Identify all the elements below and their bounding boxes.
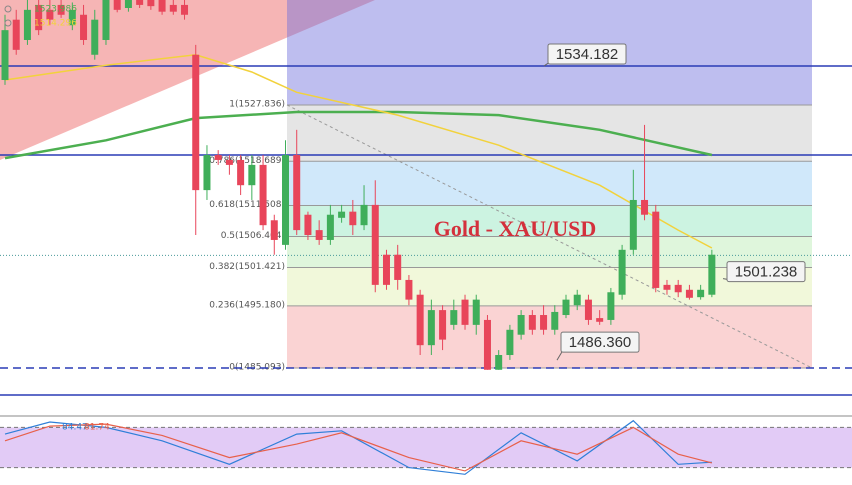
fib-trend [286,104,813,369]
fib-label: 0.5(1506.464) [221,231,285,241]
candle-body [203,155,211,191]
callout-label: 1501.238 [735,264,798,281]
legend-label: 1514.296 [34,19,77,29]
fib-label: 1(1527.836) [229,99,285,109]
fib-zone [287,305,812,368]
candle-body [528,315,536,330]
candle-body [663,284,671,290]
fib-zone [287,161,812,206]
candle-body [1,30,9,80]
callout-label: 1534.182 [556,46,619,63]
candle-body [315,230,323,240]
candle-body [91,19,99,55]
candle-body [304,214,312,236]
legend-label: 1523.986 [34,5,77,15]
candle-body [237,159,245,186]
legend: 1523.986 1514.296 [4,5,77,29]
candle-body [618,249,626,295]
candle-body [517,315,525,335]
candle-body [326,214,334,240]
candle-body [495,355,503,370]
candle-body [57,4,65,15]
candle-body [147,0,155,7]
fib-label: 0.382(1501.421) [209,262,285,272]
candle-body [685,289,693,298]
candle-body [181,4,189,15]
candle-body [652,211,660,288]
candle-body [270,220,278,240]
candle-body [607,292,615,320]
moving-average [4,54,713,249]
candle-body [461,299,469,325]
oscillator-line [4,419,712,475]
fib-label: 0.786(1518.689) [209,156,285,166]
candle-body [158,0,166,12]
candle-body [483,319,491,370]
candle-body [192,54,200,191]
candle-body [629,199,637,250]
callout-box [547,43,627,65]
candle-body [506,329,514,356]
candle-body [113,0,121,10]
legend-icon [4,19,12,27]
candle-body [641,199,649,215]
candle-body [708,254,716,295]
candle-body [450,310,458,325]
oscillator-label: 81.74 [84,423,110,433]
candle-body [259,164,267,226]
chart-title: Gold - XAU/USD [434,216,597,241]
candle-body [562,299,570,316]
candle-body [697,289,705,298]
candle-body [214,155,222,160]
candle-body [382,254,390,285]
candle-body [23,9,31,40]
candle-body [371,204,379,285]
candle-body [35,4,43,31]
candle-body [102,0,110,40]
candle-body [169,4,177,12]
candle-body [394,254,402,280]
candle-body [80,14,88,40]
candle-body [46,9,54,20]
callout-label: 1486.360 [569,334,632,351]
candle-body [596,318,604,322]
candle-body [573,294,581,306]
candle-body [282,155,289,245]
candle-body [248,164,256,186]
candle-body [225,159,233,165]
candle-body [136,0,144,5]
candle-body [540,315,548,330]
candle-body [584,299,592,320]
candle-body [427,310,435,346]
oscillator-line [4,423,713,472]
candle-body [416,294,424,346]
price-panel [0,0,852,396]
candle-body [439,310,447,340]
candle-body [360,204,368,226]
fib-label: 0.618(1511.508) [209,200,285,210]
candle-body [12,19,20,50]
candle-body [124,0,132,8]
candle-body [349,211,357,226]
callout-box [560,331,640,353]
candle-body [68,9,76,26]
candle-body [338,211,346,218]
oscillator-label: 84.47 [62,423,88,433]
fib-label: 0.236(1495.180) [209,300,285,310]
candle-body [405,279,413,300]
candle-body [472,299,480,325]
fib-label: 0(1485.093) [229,362,285,372]
legend-icon [4,5,12,13]
candle-body [674,284,682,293]
oscillator-band [0,427,852,468]
fib-zone [287,104,812,162]
candle-body [551,311,559,330]
callout-box [726,261,806,283]
candle-body [293,155,301,231]
moving-average [4,110,713,160]
